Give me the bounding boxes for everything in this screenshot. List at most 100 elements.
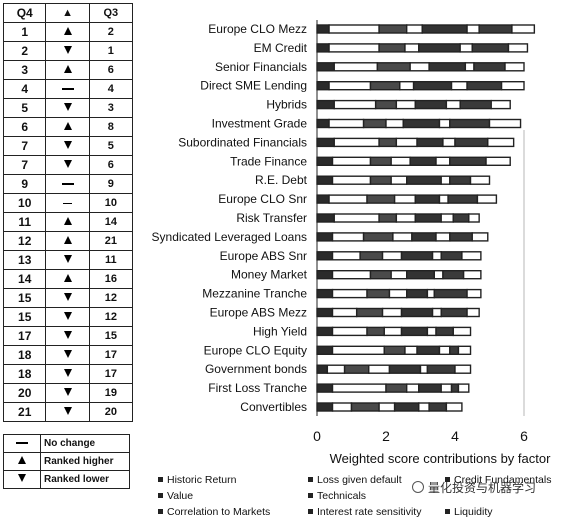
bar-segment [328,80,372,91]
bar-segment [464,62,475,72]
triangle-up-icon [63,236,72,244]
bar-segment [385,383,408,393]
category-label: High Yield [253,324,307,338]
bar-segment [328,24,380,34]
stacked-bar-chart: Europe CLO Mezz EM Credit Senior Financial… [152,20,551,466]
bar-segment [369,270,392,280]
category-label: Risk Transfer [236,211,307,225]
bar-segment [316,326,334,337]
rank-q3: 19 [88,383,134,403]
bar-segment [471,43,510,53]
bar-segment [459,43,473,53]
bar-segment [369,80,401,91]
triangle-down-icon [63,407,72,415]
legend-label: Technicals [317,490,367,502]
bar-segment [412,80,453,91]
table-row: 18 17 [2,345,134,365]
legend-item: Loss given default [308,474,402,486]
rank-q4: 12 [2,231,47,251]
bar-segment [316,402,334,412]
bar-segment [378,402,396,412]
category-label: Syndicated Leveraged Loans [152,230,307,244]
bar-segment [406,383,420,393]
bar-segment [328,194,368,204]
bar-segment [414,194,441,204]
bar-segment [409,156,437,167]
bar-segment [316,288,334,299]
legend-swatch [308,509,313,514]
x-tick-label: 6 [520,428,528,444]
table-row: 18 17 [2,364,134,384]
table-row: 12 21 [2,231,134,251]
bar-segment [316,99,335,110]
legend-label: Credit Fundamentals [454,474,552,486]
triangle-up-icon [63,65,72,73]
triangle-down-icon [63,255,72,263]
bar-segment [449,156,487,167]
legend-swatch [158,509,163,514]
category-label: Direct SME Lending [200,79,307,93]
legend-item: Historic Return [158,474,236,486]
legend-item: Credit Fundamentals [445,474,551,486]
bar-segment [435,326,454,337]
bar-segment [402,118,441,129]
bar-segment [388,364,422,374]
triangle-down-icon [63,141,72,149]
table-row: 14 16 [2,269,134,289]
bar-segment [431,251,442,261]
bar-segment [378,213,398,223]
bar-segment [316,80,330,91]
rank-q3: 17 [88,345,134,365]
bar-segment [378,24,408,34]
x-tick-label: 0 [313,428,321,444]
bar-segment [457,383,470,393]
category-label: Trade Finance [230,154,307,168]
rank-q4: 11 [2,212,47,232]
bar-segment [395,137,418,148]
bar-segment [381,251,403,261]
bar-segment [435,232,451,242]
dash-icon [61,88,74,91]
bar-segment [404,345,418,355]
bar-segment [406,24,423,34]
rank-legend-row: No change [3,434,130,453]
bar-segment [395,99,417,110]
triangle-up-icon [63,274,72,282]
bar-segment [445,99,461,110]
bar-segment [435,156,451,167]
category-label: R.E. Debt [255,173,308,187]
watermark: 量化投资与机器学习 [412,479,536,496]
bar-segment [316,307,334,318]
rank-q4: 18 [2,364,47,384]
bar-segment [366,194,396,204]
bar-segment [331,288,368,299]
table-row: 15 12 [2,307,134,327]
bar-segment [419,364,429,374]
bar-segment [316,383,334,393]
legend-ranked-lower: Ranked lower [40,470,130,489]
rank-q4: 15 [2,307,47,327]
rank-q4: 13 [2,250,47,270]
rank-legend: No change Ranked higher Ranked lower [3,434,130,489]
bar-segment [331,270,372,280]
x-tick-label: 2 [382,428,390,444]
bar-segment [431,307,442,318]
bar-segment [462,270,482,280]
bar-segment [316,232,334,242]
dash-icon [63,202,73,204]
bar-segment [383,345,406,355]
category-label: Government bonds [205,362,307,376]
rank-q3: 17 [88,364,134,384]
bar-segment [369,156,392,167]
bar-segment [362,232,394,242]
bar-segment [316,137,335,148]
bar-segment [316,194,330,204]
dash-icon [61,183,74,186]
bar-segment [374,99,398,110]
rank-table: Q4 ▲ Q3 1 2 2 1 3 6 4 4 5 3 6 8 7 5 7 6 9 9 10 10 11 14 12 21 13… [2,3,134,422]
bar-segment [426,288,435,299]
bar-segment [328,43,380,53]
bar-segment [393,194,417,204]
bar-segment [426,364,456,374]
bar-segment [500,80,525,91]
